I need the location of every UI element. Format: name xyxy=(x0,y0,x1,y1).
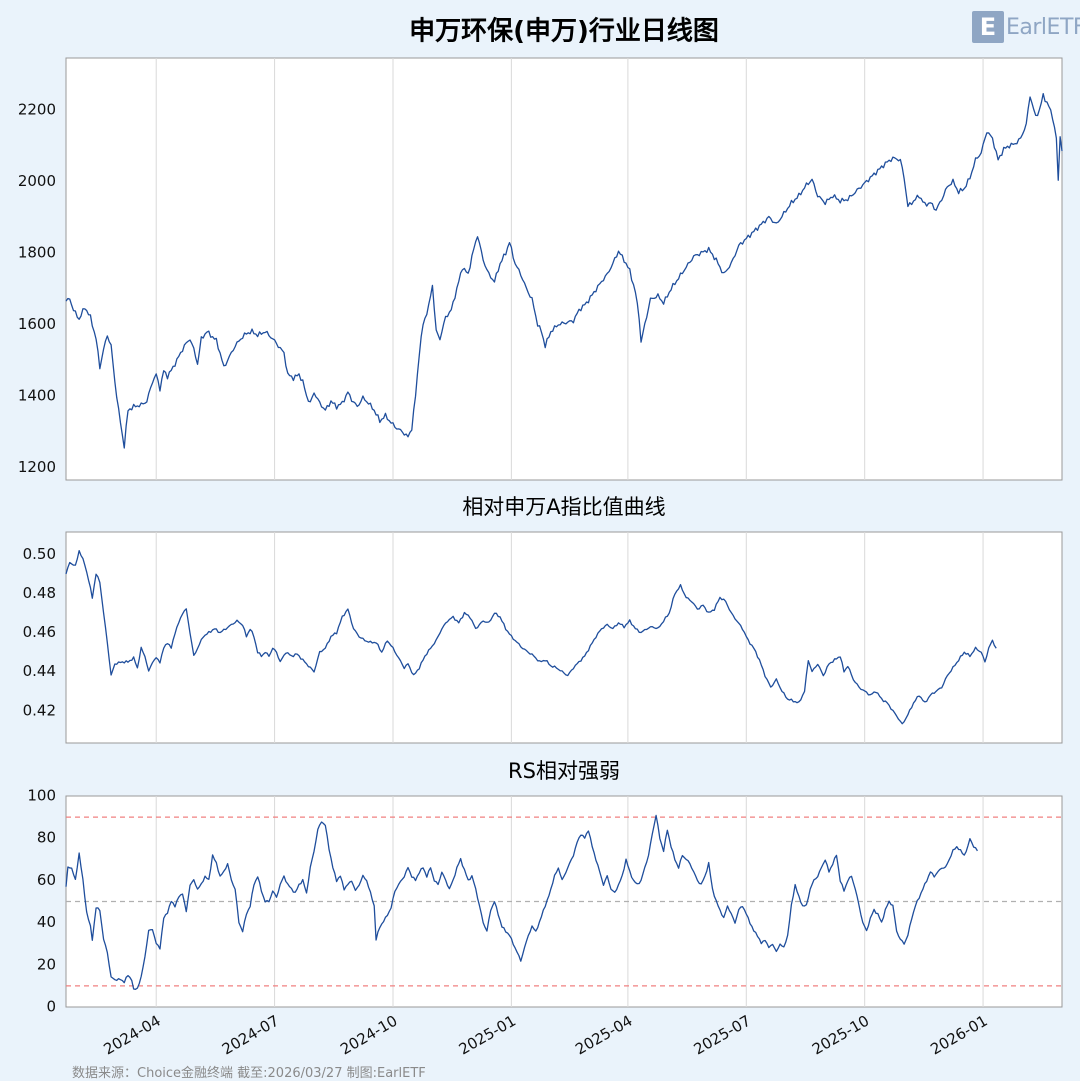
y-tick-label: 60 xyxy=(37,871,56,889)
series-line-3 xyxy=(65,814,978,990)
x-tick-label: 2025-04 xyxy=(572,1012,635,1059)
y-tick-label: 0.48 xyxy=(23,584,56,602)
chart-title-1: 申万环保(申万)行业日线图 xyxy=(409,16,719,47)
chart-title-2: 相对申万A指比值曲线 xyxy=(462,495,665,519)
y-tick-label: 20 xyxy=(37,955,56,973)
series-line-1 xyxy=(65,93,1063,449)
y-tick-label: 1400 xyxy=(18,386,56,404)
x-tick-label: 2026-01 xyxy=(927,1012,990,1059)
brand-logo: E EarlETF xyxy=(972,10,1080,44)
y-tick-label: 0.46 xyxy=(23,623,56,641)
y-tick-label: 1800 xyxy=(18,243,56,261)
y-tick-label: 2200 xyxy=(18,100,56,118)
x-tick-label: 2024-10 xyxy=(337,1012,400,1059)
y-tick-label: 1200 xyxy=(18,458,56,476)
x-tick-label: 2024-07 xyxy=(219,1012,282,1059)
chart-title-3: RS相对强弱 xyxy=(508,759,620,783)
y-tick-label: 0.42 xyxy=(23,701,56,719)
y-tick-label: 0.50 xyxy=(23,545,56,563)
x-tick-label: 2025-07 xyxy=(691,1012,754,1059)
x-tick-label: 2025-01 xyxy=(456,1012,519,1059)
y-tick-label: 0.44 xyxy=(23,662,56,680)
plot-area-2 xyxy=(65,531,1063,744)
logo-text: EarlETF xyxy=(1006,14,1080,40)
earl-etf-logo-icon: E xyxy=(972,11,1004,43)
source-note: 数据来源：Choice金融终端 截至:2026/03/27 制图:EarlETF xyxy=(72,1066,426,1081)
y-tick-label: 1600 xyxy=(18,315,56,333)
series-line-2 xyxy=(65,550,997,725)
y-tick-label: 100 xyxy=(27,787,56,805)
plot-area-1 xyxy=(65,57,1063,481)
x-tick-label: 2024-04 xyxy=(101,1012,164,1059)
y-tick-label: 40 xyxy=(37,913,56,931)
y-tick-label: 2000 xyxy=(18,172,56,190)
y-tick-label: 80 xyxy=(37,829,56,847)
y-tick-label: 0 xyxy=(46,998,56,1016)
x-tick-label: 2025-10 xyxy=(809,1012,872,1059)
